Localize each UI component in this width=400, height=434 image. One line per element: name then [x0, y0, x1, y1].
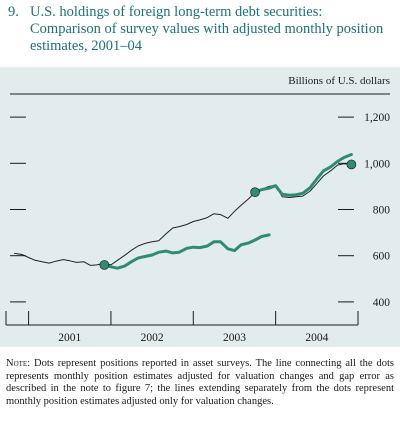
x-tick-label: 2001: [58, 332, 81, 344]
line-chart: Billions of U.S. dollars 400 600 800 1,000 1…: [5, 75, 391, 344]
valuation-only-line: [102, 233, 271, 270]
adjusted-estimate-line: [14, 163, 352, 266]
figure-title: 9. U.S. holdings of foreign long-term de…: [8, 4, 396, 55]
x-tick-label: 2003: [223, 332, 246, 344]
x-tick-label: 2002: [141, 332, 164, 344]
x-tick-label: 2004: [305, 332, 328, 344]
survey-points-group: [99, 159, 357, 270]
y-tick-label: 400: [373, 297, 391, 309]
y-tick-label: 1,000: [364, 158, 390, 170]
survey-point: [99, 260, 110, 270]
note-lead: Note:: [6, 358, 31, 369]
y-tick-label: 800: [373, 205, 391, 217]
figure-note: Note: Dots represent positions reported …: [6, 358, 394, 408]
survey-point: [346, 159, 357, 170]
chart-panel: Billions of U.S. dollars 400 600 800 1,000 1…: [0, 67, 400, 347]
valuation-only-line: [253, 153, 353, 197]
note-text: Dots represent positions reported in ass…: [6, 358, 394, 407]
y-tick-label: 600: [373, 251, 391, 263]
unit-label: Billions of U.S. dollars: [288, 75, 390, 87]
y-tick-label: 1,200: [364, 112, 390, 124]
figure-number: 9.: [8, 4, 19, 20]
series-group: [14, 153, 353, 270]
figure-title-text: U.S. holdings of foreign long-term debt …: [30, 4, 384, 54]
survey-point: [250, 187, 260, 197]
axes-group: 400 600 800 1,000 1,200 2001 2002 2003 2004: [5, 112, 391, 344]
